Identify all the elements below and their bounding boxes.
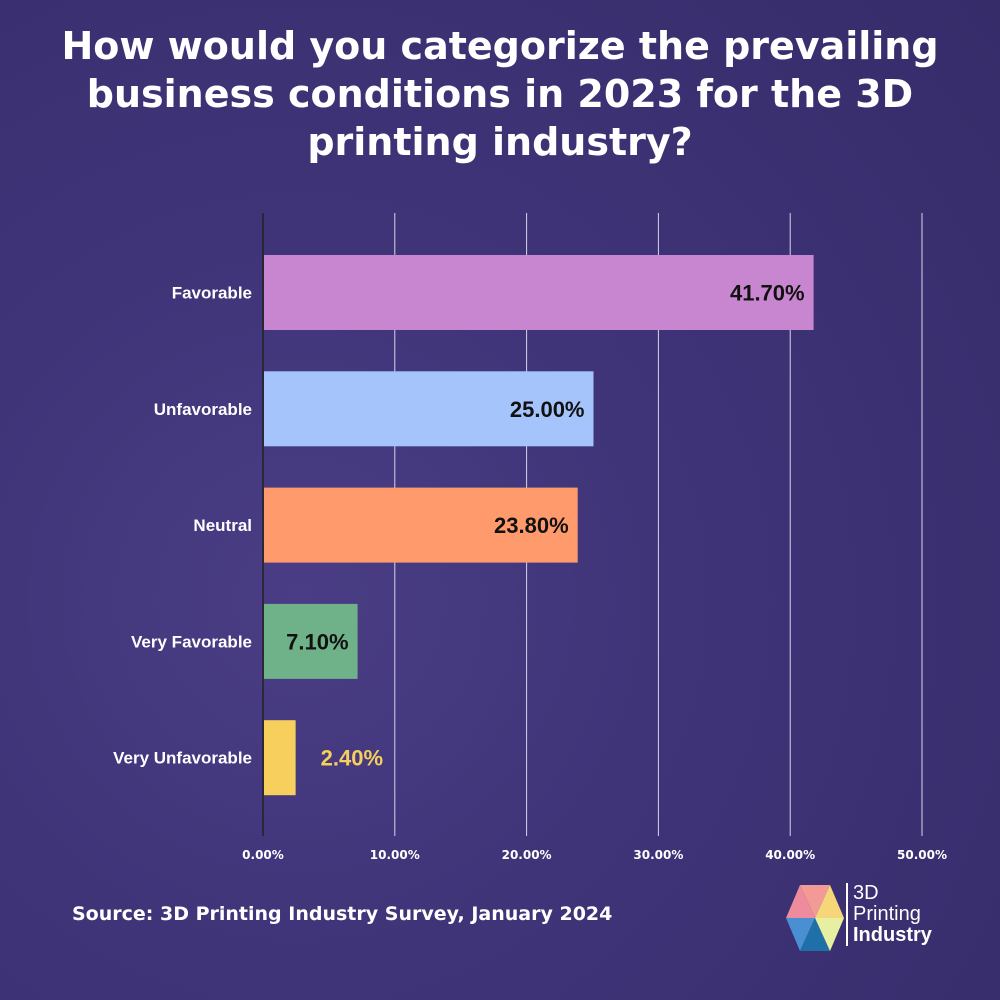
logo: 3D Printing Industry: [786, 883, 966, 953]
logo-text-3: Industry: [853, 924, 932, 946]
x-tick-label: 30.00%: [633, 848, 683, 862]
category-label: Favorable: [172, 284, 252, 303]
category-label: Unfavorable: [154, 400, 252, 419]
bar: [264, 371, 594, 447]
category-label: Very Unfavorable: [113, 749, 252, 768]
category-label: Neutral: [193, 516, 252, 535]
bar: [264, 487, 578, 563]
data-label: 2.40%: [321, 746, 383, 771]
data-label: 25.00%: [510, 397, 585, 422]
data-label: 7.10%: [286, 629, 348, 654]
x-tick-label: 40.00%: [765, 848, 815, 862]
source-note: Source: 3D Printing Industry Survey, Jan…: [72, 903, 613, 925]
category-label: Very Favorable: [131, 632, 252, 651]
chart-title: How would you categorize the prevailing …: [61, 24, 939, 164]
x-tick-label: 10.00%: [370, 848, 420, 862]
logo-text-2: Printing: [853, 903, 921, 925]
data-label: 23.80%: [494, 513, 569, 538]
data-label: 41.70%: [730, 281, 805, 306]
logo-text-1: 3D: [853, 882, 879, 904]
x-tick-label: 0.00%: [242, 848, 284, 862]
bar: [264, 720, 296, 796]
bar: [264, 603, 358, 679]
x-tick-label: 50.00%: [897, 848, 947, 862]
x-tick-label: 20.00%: [502, 848, 552, 862]
logo-hexagon-icon: [786, 885, 844, 951]
bar: [264, 255, 814, 330]
